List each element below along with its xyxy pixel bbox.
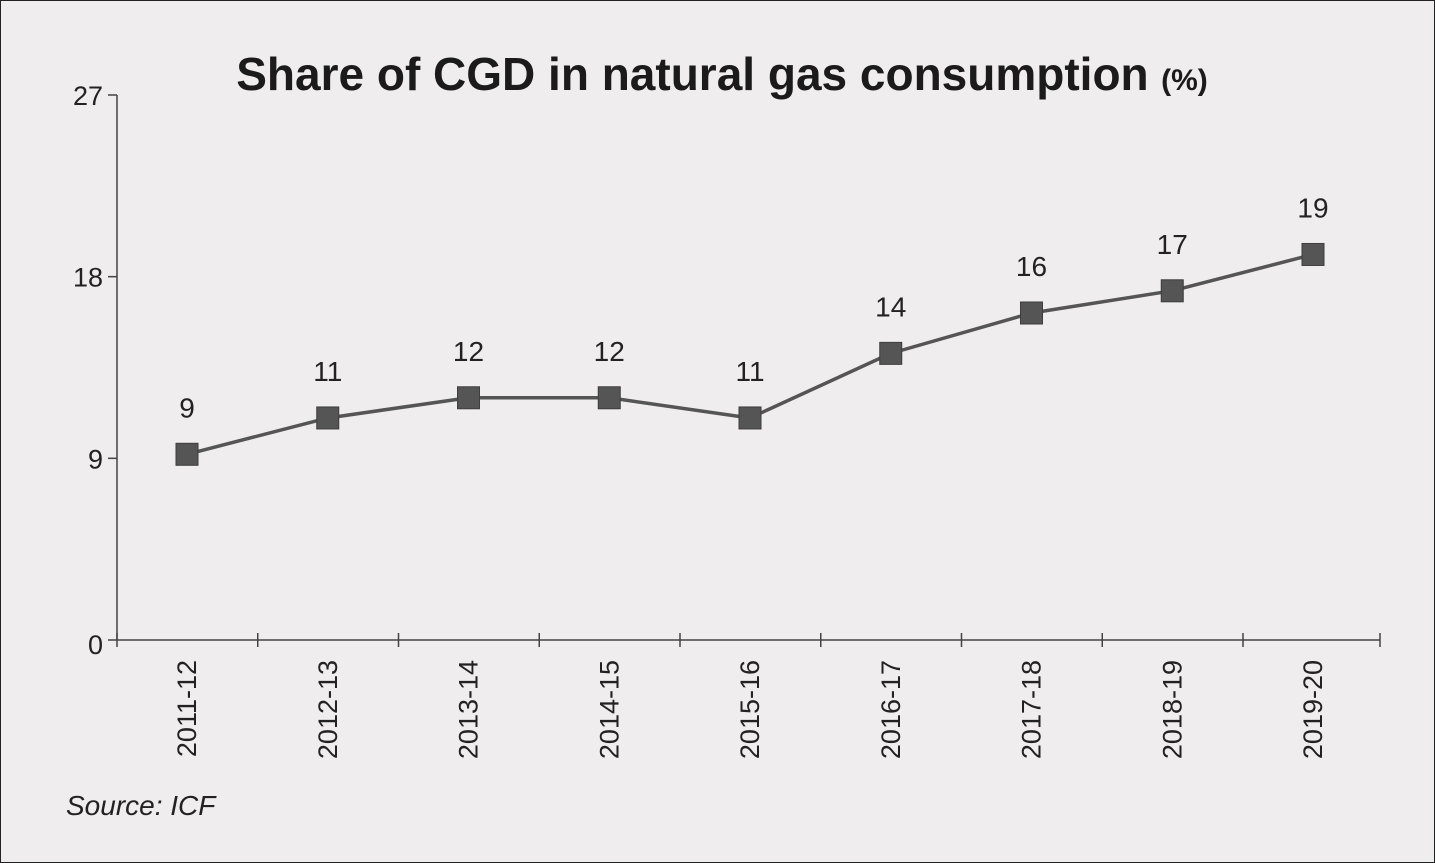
x-tick-label: 2017-18	[1017, 660, 1047, 759]
data-label: 16	[1016, 251, 1047, 282]
data-marker	[457, 386, 480, 410]
axes	[116, 95, 1380, 641]
x-tick-label: 2011-12	[172, 660, 202, 757]
data-label: 12	[594, 336, 625, 367]
data-label: 17	[1157, 229, 1188, 260]
data-marker	[1301, 242, 1325, 266]
x-tick-label: 2012-13	[313, 660, 343, 759]
y-tick-label: 9	[88, 444, 103, 474]
x-tick-label: 2019-20	[1298, 660, 1328, 759]
data-marker	[879, 341, 903, 365]
data-marker	[1160, 279, 1184, 303]
data-label: 11	[735, 356, 764, 387]
y-tick-label: 0	[88, 630, 103, 660]
chart-title: Share of CGD in natural gas consumption …	[236, 48, 1208, 100]
y-axis-ticks: 0 9 18 27	[73, 81, 117, 660]
x-axis-ticks: 2011-12 2012-13 2013-14 2014-15 2015-16 2016-…	[116, 633, 1381, 759]
data-marker	[738, 406, 762, 430]
x-tick-label: 2018-19	[1157, 660, 1187, 759]
data-label: 14	[875, 291, 906, 322]
x-tick-label: 2013-14	[454, 660, 484, 759]
data-labels: 9 11 12 12 11 14 16 17 19	[179, 192, 1328, 423]
x-tick-label: 2016-17	[876, 660, 906, 759]
data-label: 9	[179, 392, 195, 423]
data-label: 11	[313, 356, 342, 387]
data-marker	[597, 386, 621, 410]
data-marker	[175, 442, 199, 466]
chart-title-unit: (%)	[1161, 64, 1208, 97]
data-marker	[1020, 301, 1043, 325]
data-label: 12	[453, 336, 484, 367]
y-tick-label: 18	[73, 263, 103, 293]
source-note: Source: ICF	[66, 790, 216, 821]
chart-title-main: Share of CGD in natural gas consumption	[236, 48, 1148, 100]
data-label: 19	[1297, 192, 1328, 223]
y-tick-label: 27	[73, 81, 103, 111]
data-markers	[175, 242, 1325, 466]
x-tick-label: 2015-16	[735, 660, 765, 759]
x-tick-label: 2014-15	[594, 660, 624, 759]
data-marker	[316, 406, 340, 430]
